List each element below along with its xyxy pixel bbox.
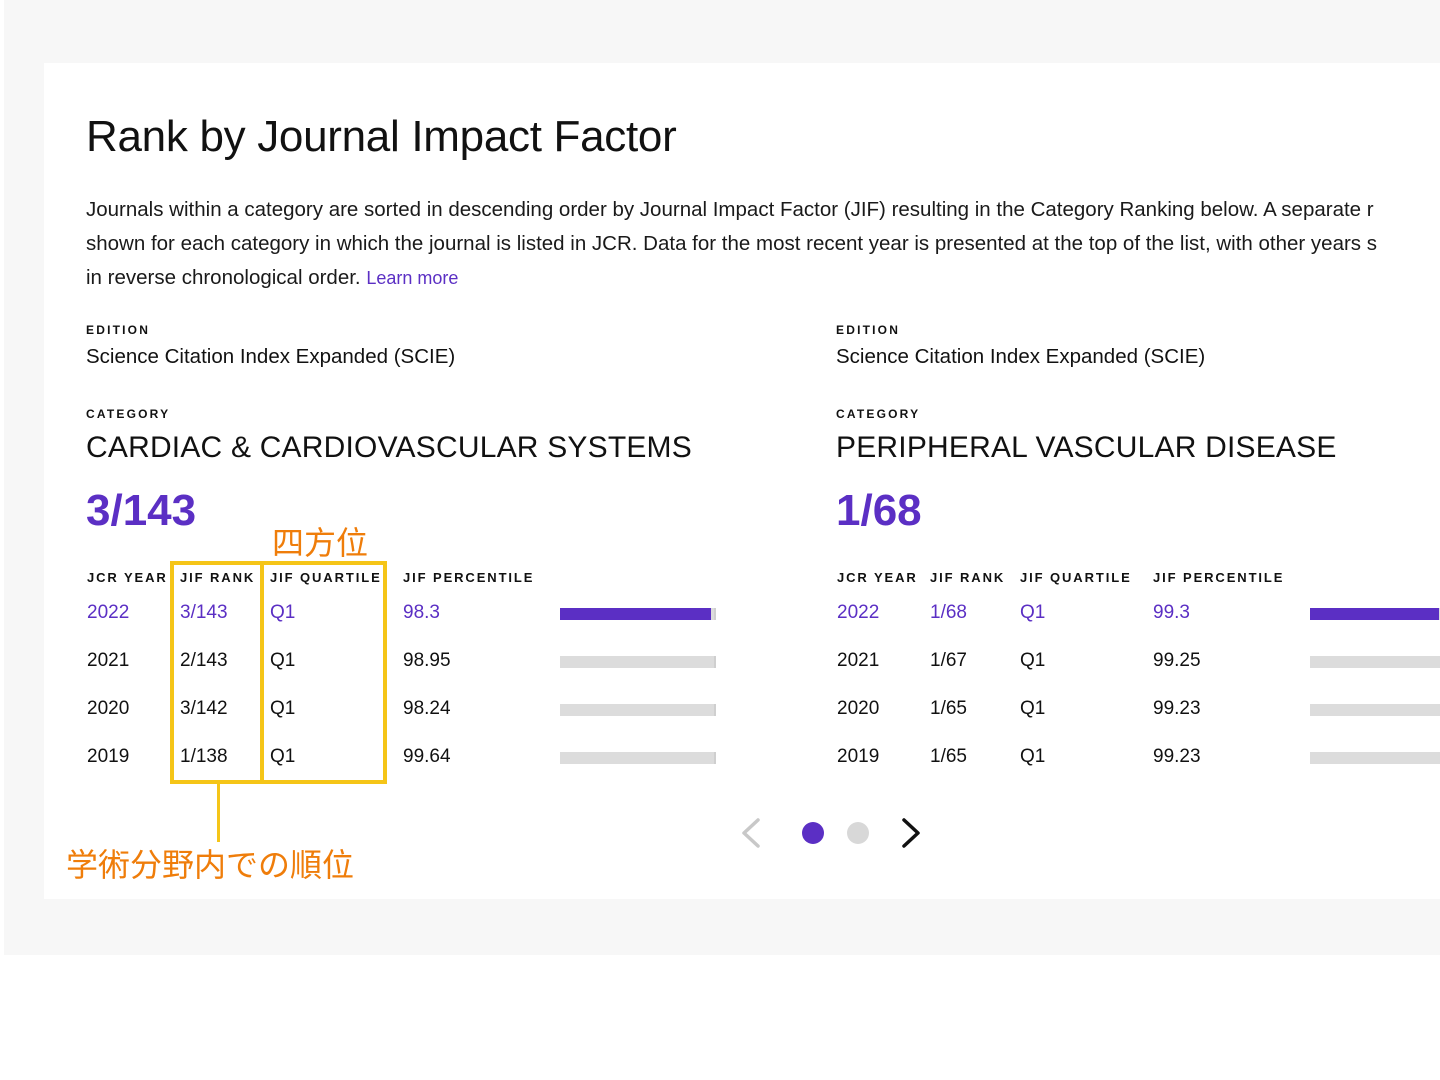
section-title: Rank by Journal Impact Factor bbox=[86, 112, 677, 161]
description-line: Journals within a category are sorted in… bbox=[86, 198, 1374, 221]
percentile-bar bbox=[560, 752, 716, 764]
cell-rank: 3/143 bbox=[180, 602, 228, 623]
cell-quartile: Q1 bbox=[270, 746, 296, 767]
header-jcr-year: JCR YEAR bbox=[837, 570, 918, 585]
cell-quartile: Q1 bbox=[270, 650, 296, 671]
carousel-pager bbox=[736, 814, 936, 854]
cell-percentile: 98.95 bbox=[403, 650, 451, 671]
cell-percentile: 99.23 bbox=[1153, 746, 1201, 767]
percentile-bar bbox=[560, 704, 716, 716]
chevron-right-icon[interactable] bbox=[896, 814, 926, 852]
cell-rank: 1/138 bbox=[180, 746, 228, 767]
cell-rank: 1/65 bbox=[930, 698, 967, 719]
description-line: in reverse chronological order. Learn mo… bbox=[86, 261, 1440, 295]
cell-rank: 1/67 bbox=[930, 650, 967, 671]
category-rank: 3/143 bbox=[86, 486, 197, 535]
percentile-bar bbox=[560, 656, 716, 668]
cell-rank: 1/65 bbox=[930, 746, 967, 767]
section-description: Journals within a category are sorted in… bbox=[86, 193, 1440, 295]
cell-rank: 3/142 bbox=[180, 698, 228, 719]
cell-year: 2021 bbox=[87, 650, 130, 671]
cell-percentile: 99.23 bbox=[1153, 698, 1201, 719]
edition-label: EDITION bbox=[86, 323, 151, 337]
cell-percentile: 99.64 bbox=[403, 746, 451, 767]
cell-year: 2020 bbox=[837, 698, 880, 719]
cell-quartile: Q1 bbox=[1020, 650, 1046, 671]
header-jcr-year: JCR YEAR bbox=[87, 570, 168, 585]
percentile-bar bbox=[560, 608, 716, 620]
cell-quartile: Q1 bbox=[270, 698, 296, 719]
percentile-bar bbox=[1310, 608, 1440, 620]
edition-label: EDITION bbox=[836, 323, 901, 337]
percentile-bar-fill bbox=[1310, 608, 1440, 620]
header-jif-rank: JIF RANK bbox=[930, 570, 1006, 585]
cell-quartile: Q1 bbox=[1020, 602, 1046, 623]
cell-rank: 1/68 bbox=[930, 602, 967, 623]
header-jif-quartile: JIF QUARTILE bbox=[270, 570, 382, 585]
cell-year: 2020 bbox=[87, 698, 130, 719]
annotation-connector-line bbox=[217, 784, 220, 842]
cell-year: 2019 bbox=[87, 746, 130, 767]
cell-year: 2022 bbox=[87, 602, 130, 623]
percentile-bar bbox=[1310, 656, 1440, 668]
rank-card bbox=[44, 63, 1440, 899]
percentile-bar bbox=[1310, 704, 1440, 716]
header-jif-percentile: JIF PERCENTILE bbox=[403, 570, 535, 585]
page-dot-1[interactable] bbox=[802, 822, 824, 844]
chevron-left-icon[interactable] bbox=[736, 814, 766, 852]
cell-year: 2022 bbox=[837, 602, 880, 623]
cell-percentile: 99.25 bbox=[1153, 650, 1201, 671]
quartile-annotation: 四方位 bbox=[272, 524, 369, 562]
cell-quartile: Q1 bbox=[1020, 746, 1046, 767]
percentile-bar bbox=[1310, 752, 1440, 764]
cell-rank: 2/143 bbox=[180, 650, 228, 671]
category-name: PERIPHERAL VASCULAR DISEASE bbox=[836, 431, 1337, 464]
quartile-highlight-box bbox=[260, 561, 387, 784]
cell-percentile: 98.24 bbox=[403, 698, 451, 719]
edition-value: Science Citation Index Expanded (SCIE) bbox=[836, 345, 1206, 368]
cell-quartile: Q1 bbox=[270, 602, 296, 623]
cell-year: 2021 bbox=[837, 650, 880, 671]
header-jif-percentile: JIF PERCENTILE bbox=[1153, 570, 1285, 585]
header-jif-rank: JIF RANK bbox=[180, 570, 256, 585]
cell-percentile: 99.3 bbox=[1153, 602, 1190, 623]
percentile-bar-fill bbox=[560, 608, 712, 620]
cell-percentile: 98.3 bbox=[403, 602, 440, 623]
learn-more-link[interactable]: Learn more bbox=[366, 268, 459, 288]
category-label: CATEGORY bbox=[836, 407, 921, 421]
category-name: CARDIAC & CARDIOVASCULAR SYSTEMS bbox=[86, 431, 692, 464]
cell-year: 2019 bbox=[837, 746, 880, 767]
rank-annotation: 学術分野内での順位 bbox=[66, 846, 355, 884]
category-label: CATEGORY bbox=[86, 407, 171, 421]
description-line-text: in reverse chronological order. bbox=[86, 266, 361, 289]
cell-quartile: Q1 bbox=[1020, 698, 1046, 719]
description-line: shown for each category in which the jou… bbox=[86, 232, 1377, 255]
page-dot-2[interactable] bbox=[847, 822, 869, 844]
rank-highlight-box bbox=[170, 561, 264, 784]
edition-value: Science Citation Index Expanded (SCIE) bbox=[86, 345, 456, 368]
header-jif-quartile: JIF QUARTILE bbox=[1020, 570, 1132, 585]
category-rank: 1/68 bbox=[836, 486, 922, 535]
